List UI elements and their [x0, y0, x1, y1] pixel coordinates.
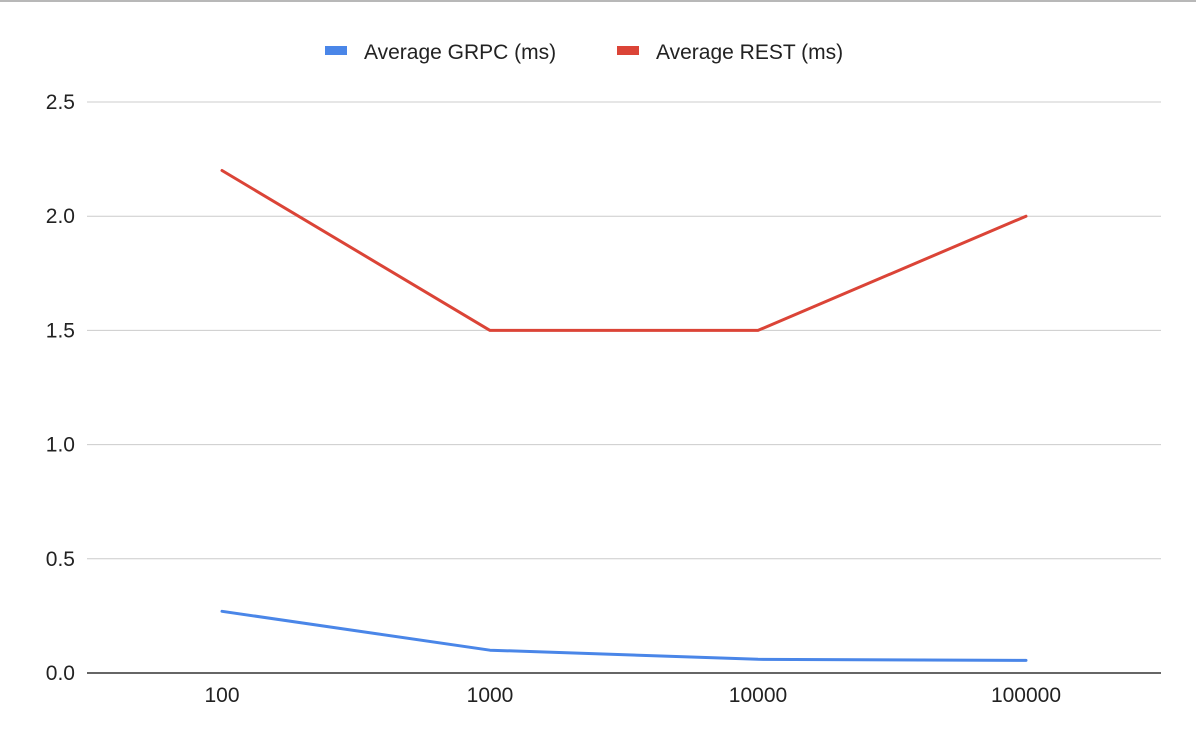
y-tick-label: 0.5 [46, 548, 75, 571]
x-axis: 100 1000 10000 100000 [204, 684, 1061, 707]
x-tick-label: 1000 [467, 684, 514, 707]
series-lines [222, 170, 1026, 660]
legend-label-rest: Average REST (ms) [656, 41, 843, 64]
y-tick-label: 2.0 [46, 205, 75, 228]
y-tick-label: 0.0 [46, 662, 75, 685]
y-tick-label: 1.0 [46, 434, 75, 457]
legend-swatch-rest [617, 46, 639, 55]
legend[interactable]: Average GRPC (ms) Average REST (ms) [325, 41, 843, 64]
y-tick-label: 1.5 [46, 319, 75, 342]
x-tick-label: 100000 [991, 684, 1061, 707]
x-tick-label: 10000 [729, 684, 787, 707]
legend-label-grpc: Average GRPC (ms) [364, 41, 556, 64]
y-axis: 0.0 0.5 1.0 1.5 2.0 2.5 [46, 91, 75, 685]
y-tick-label: 2.5 [46, 91, 75, 114]
series-line-grpc [222, 611, 1026, 660]
legend-swatch-grpc [325, 46, 347, 55]
series-line-rest [222, 171, 1026, 331]
x-tick-label: 100 [204, 684, 239, 707]
